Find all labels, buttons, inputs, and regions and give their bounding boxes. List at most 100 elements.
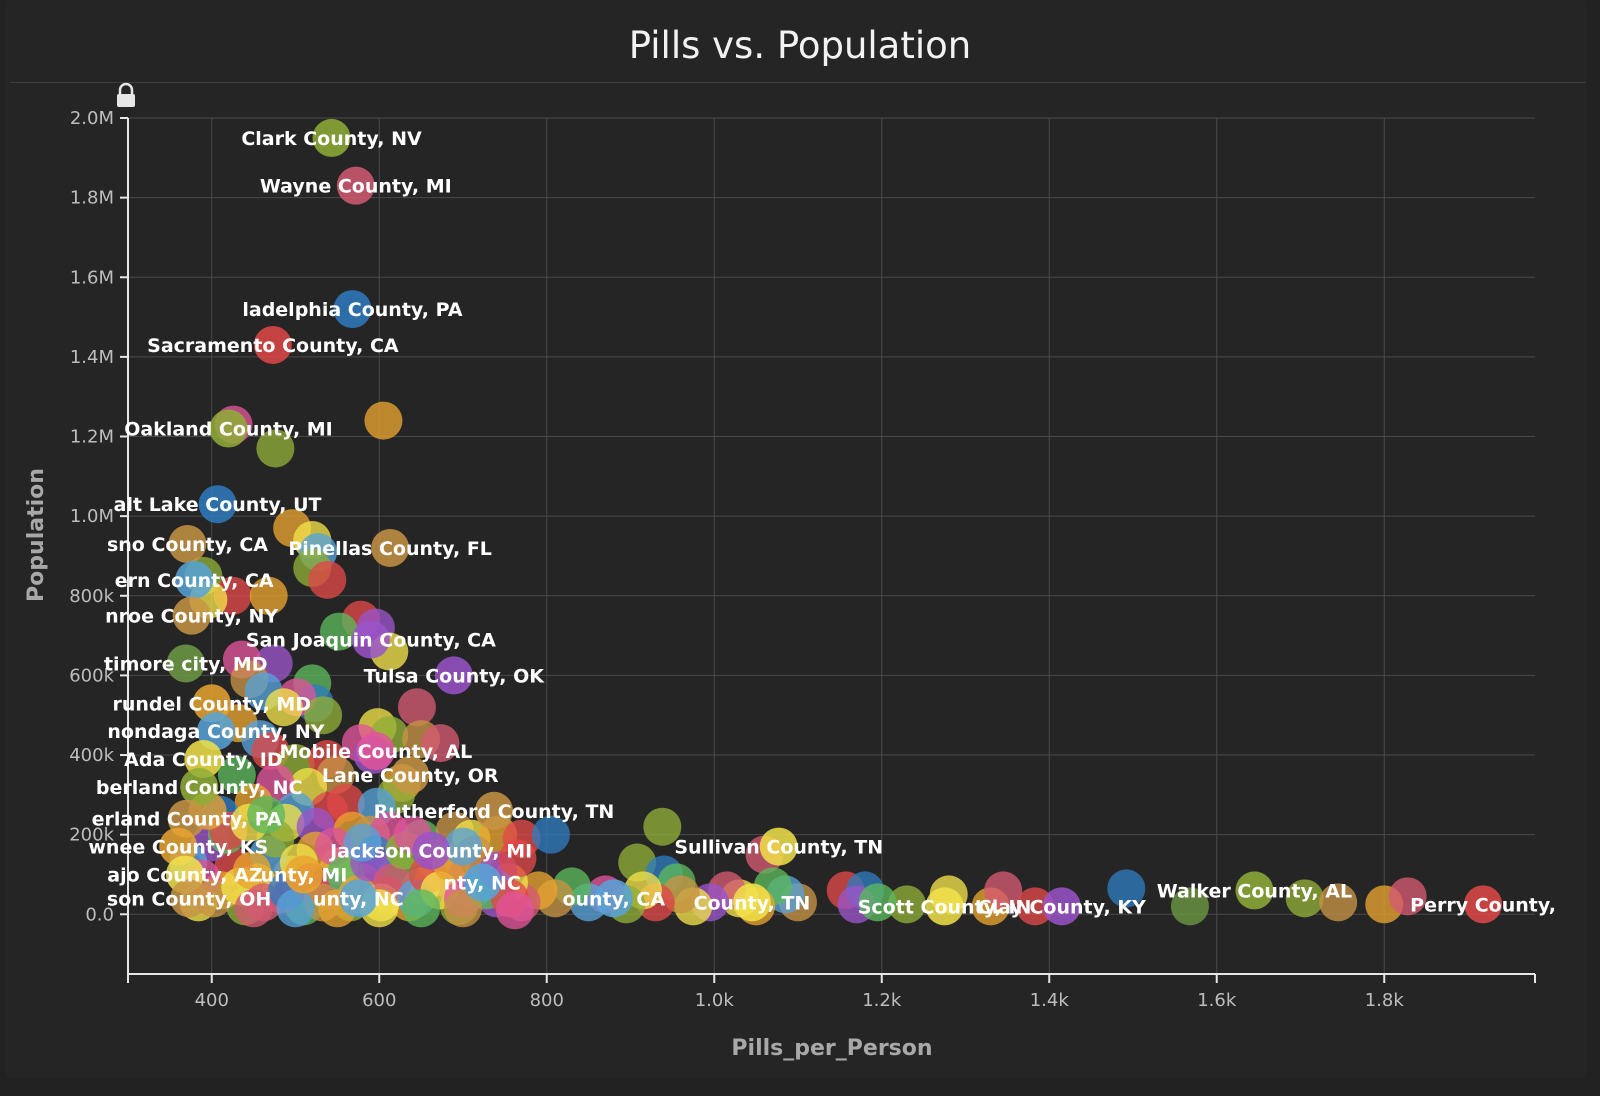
data-point <box>166 644 205 683</box>
point-label: son County, OH <box>107 888 271 910</box>
data-point <box>474 791 513 830</box>
data-point <box>925 887 964 926</box>
point-label: ern County, CA <box>115 570 274 592</box>
point-label: nty, NC <box>444 872 521 894</box>
data-point <box>264 688 303 727</box>
y-tick-label: 800k <box>69 586 114 607</box>
data-point <box>336 166 375 205</box>
data-point <box>284 855 323 894</box>
point-label: wnee County, KS <box>88 837 268 859</box>
point-label: Tulsa County, OK <box>364 665 546 687</box>
data-point <box>180 767 219 806</box>
x-tick-label: 800 <box>530 990 564 1011</box>
data-point <box>397 688 436 727</box>
data-point <box>434 656 473 695</box>
point-label: Mobile County, AL <box>280 741 473 763</box>
point-label: alt Lake County, UT <box>114 494 322 516</box>
point-label: nroe County, NY <box>105 606 278 628</box>
y-tick-label: 1.6M <box>70 267 114 288</box>
data-point <box>184 740 223 779</box>
data-point <box>333 290 372 329</box>
point-label: County, TN <box>694 892 811 914</box>
data-point <box>308 560 347 599</box>
x-tick-label: 1.2k <box>862 990 902 1011</box>
labeled-data-points[interactable] <box>159 118 1503 926</box>
point-label: Sullivan County, TN <box>674 837 883 859</box>
point-label: nondaga County, NY <box>107 721 324 743</box>
data-point <box>217 755 256 794</box>
data-point <box>732 883 771 922</box>
y-tick-label: 1.4M <box>70 347 114 368</box>
point-label: San Joaquin County, CA <box>246 630 496 652</box>
data-point <box>172 596 211 635</box>
data-point <box>312 118 351 157</box>
x-tick-label: 1.6k <box>1197 990 1237 1011</box>
x-tick-label: 600 <box>362 990 396 1011</box>
data-point <box>371 528 410 567</box>
data-point <box>1107 869 1146 908</box>
data-point <box>351 620 390 659</box>
data-point <box>320 612 359 651</box>
data-point <box>1319 883 1358 922</box>
x-axis-title: Pills_per_Person <box>731 1036 932 1061</box>
data-point <box>249 576 288 615</box>
data-point <box>364 401 403 440</box>
point-label: Oakland County, MI <box>124 419 333 441</box>
data-point <box>495 891 534 930</box>
point-label: ladelphia County, PA <box>242 299 462 321</box>
point-labels: Clark County, NV Wayne County, MI ladelphi… <box>88 128 1556 918</box>
data-point <box>343 823 382 862</box>
point-label: Jackson County, MI <box>328 841 532 863</box>
y-tick-label: 400k <box>69 745 114 766</box>
point-label: Scott County, IN <box>858 896 1032 918</box>
data-point <box>858 883 897 922</box>
chart-title: Pills vs. Population <box>628 24 972 67</box>
data-point <box>232 851 271 890</box>
title-divider <box>10 82 1586 83</box>
y-axis-ticks: 0.0 200k 400k 600k 800k 1.0M 1.2M 1.4M 1.6M 1.8M 2… <box>69 108 128 925</box>
x-tick-label: 1.4k <box>1030 990 1070 1011</box>
point-label: ajo County, AZ <box>107 864 262 886</box>
data-point <box>1285 879 1324 918</box>
point-label: Sacramento County, CA <box>147 335 399 357</box>
data-point <box>1042 887 1081 926</box>
point-label: Pinellas County, FL <box>288 538 492 560</box>
data-point <box>1388 877 1427 916</box>
data-point <box>984 871 1023 910</box>
data-point <box>170 879 209 918</box>
point-label: Wayne County, MI <box>260 176 452 198</box>
data-point <box>304 696 343 735</box>
data-point <box>168 525 207 564</box>
data-point <box>247 795 286 834</box>
y-tick-label: 1.2M <box>70 427 114 448</box>
point-label: Rutherford County, TN <box>374 801 615 823</box>
y-tick-label: 2.0M <box>70 108 114 129</box>
lock-icon[interactable] <box>117 82 135 107</box>
data-point <box>421 724 460 763</box>
x-tick-label: 1.8k <box>1365 990 1405 1011</box>
data-point <box>759 827 798 866</box>
data-point <box>531 815 570 854</box>
data-point <box>643 807 682 846</box>
data-point <box>234 889 273 928</box>
point-label: Clay County, KY <box>978 896 1146 918</box>
data-point <box>594 879 633 918</box>
data-point <box>356 732 395 771</box>
y-tick-label: 0.0 <box>85 904 114 925</box>
data-point <box>1016 887 1055 926</box>
data-point <box>1170 887 1209 926</box>
point-label: ounty, CA <box>562 888 665 910</box>
data-point <box>192 684 231 723</box>
data-point <box>1464 885 1503 924</box>
y-tick-label: 1.0M <box>70 506 114 527</box>
axes <box>127 118 1536 983</box>
data-point <box>402 889 441 928</box>
data-point <box>444 827 482 866</box>
x-axis-ticks: 400 600 800 1.0k 1.2k 1.4k 1.6k 1.8k <box>195 974 1405 1011</box>
point-label: Ada County, ID <box>124 749 282 771</box>
point-label: berland County, NC <box>96 777 303 799</box>
point-label: rundel County, MD <box>112 693 311 715</box>
data-point <box>887 885 926 924</box>
point-label: unty, NC <box>313 888 404 910</box>
